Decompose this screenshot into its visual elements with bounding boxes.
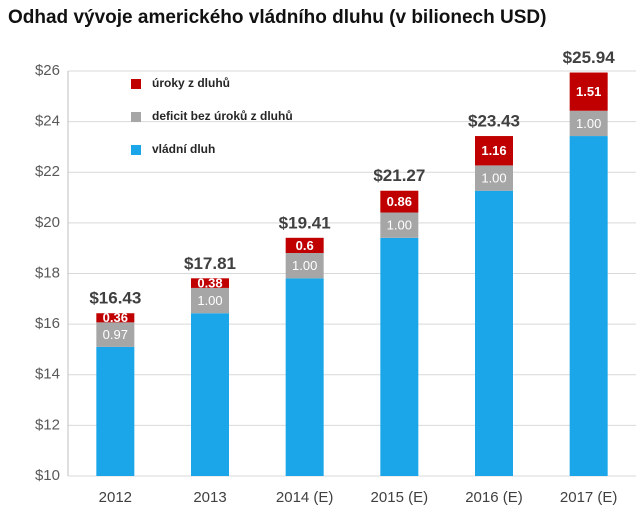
segment-label: 0.6 [296, 238, 314, 253]
x-tick-label: 2016 (E) [465, 489, 523, 506]
x-tick-label: 2013 [193, 489, 226, 506]
legend-label: úroky z dluhů [152, 76, 230, 90]
bar-segment [569, 110, 608, 137]
bar-segment [285, 252, 324, 279]
bar-segment [285, 278, 324, 476]
segment-label: 0.38 [197, 276, 222, 291]
total-label: $17.81 [184, 254, 236, 273]
chart-title: Odhad vývoje amerického vládního dluhu (… [8, 7, 546, 28]
segment-label: 1.16 [481, 143, 506, 158]
bar-segment [191, 287, 229, 314]
bar-segment [191, 313, 229, 476]
total-label: $23.43 [468, 112, 520, 131]
segment-label: 0.86 [387, 194, 412, 209]
x-tick-label: 2012 [99, 489, 132, 506]
y-tick-label: $26 [35, 62, 60, 79]
bar-segment [569, 72, 608, 111]
bar-segment [380, 237, 419, 476]
y-tick-label: $12 [35, 416, 60, 433]
x-tick-label: 2014 (E) [276, 489, 334, 506]
segment-label: 1.51 [576, 84, 601, 99]
bar-segment [569, 136, 608, 476]
bar-segment [285, 237, 324, 253]
segment-label: 1.00 [292, 258, 317, 273]
bar-segment [475, 190, 513, 476]
segment-label: 0.97 [103, 327, 128, 342]
total-label: $21.27 [373, 166, 425, 185]
legend-swatch [131, 145, 141, 155]
total-label: $19.41 [279, 213, 331, 232]
bar-segment [96, 322, 135, 347]
legend-swatch [131, 79, 141, 89]
y-tick-label: $14 [35, 366, 60, 383]
legend-label: deficit bez úroků z dluhů [152, 109, 293, 123]
bar-segment [475, 165, 513, 191]
bar-segment [475, 136, 513, 166]
bar-segment [380, 212, 419, 238]
bar-segment [380, 190, 419, 213]
segment-label: 1.00 [197, 293, 222, 308]
bar-segment [191, 278, 229, 288]
total-label: $25.94 [563, 48, 616, 67]
y-tick-label: $10 [35, 467, 60, 484]
segment-label: 1.00 [387, 218, 412, 233]
legend-label: vládní dluh [152, 142, 215, 156]
legend-swatch [131, 112, 141, 122]
segment-label: 1.00 [481, 171, 506, 186]
y-tick-label: $24 [35, 113, 60, 130]
segment-label: 1.00 [576, 116, 601, 131]
y-tick-label: $18 [35, 264, 60, 281]
bar-segment [96, 313, 135, 323]
total-label: $16.43 [89, 289, 141, 308]
x-tick-label: 2017 (E) [560, 489, 618, 506]
x-tick-label: 2015 (E) [371, 489, 429, 506]
y-tick-label: $22 [35, 163, 60, 180]
bar-segment [96, 346, 135, 476]
segment-label: 0.36 [103, 310, 128, 325]
y-tick-label: $20 [35, 214, 60, 231]
y-tick-label: $16 [35, 315, 60, 332]
